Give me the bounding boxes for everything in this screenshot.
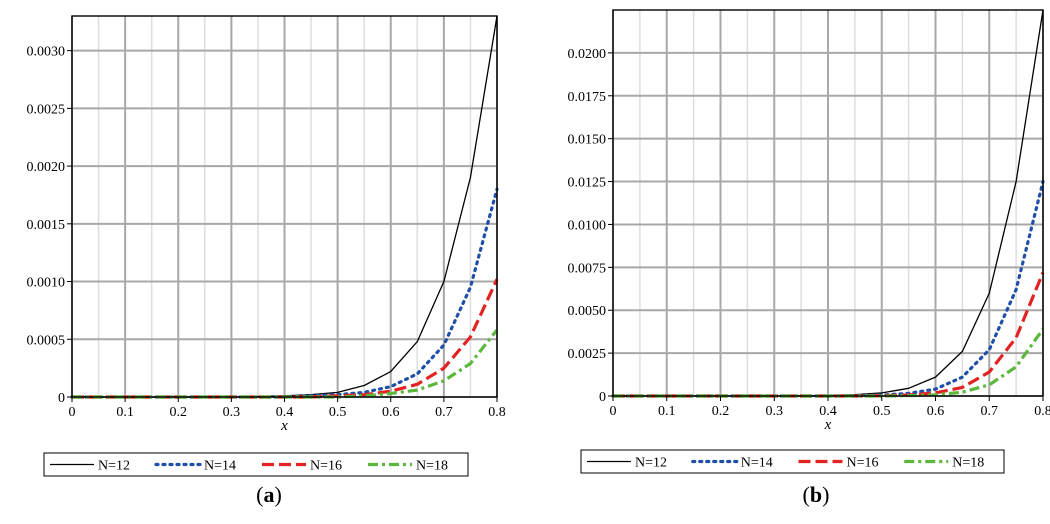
y-tick-label: 0.0100 <box>568 218 607 233</box>
legend-label: N=18 <box>416 459 448 474</box>
legend-label: N=16 <box>310 459 342 474</box>
x-axis-label: x <box>824 417 832 433</box>
legend-label: N=16 <box>847 456 879 471</box>
legend-label: N=18 <box>952 456 984 471</box>
x-tick-label: 0.4 <box>276 405 294 420</box>
x-axis-label: x <box>280 418 288 434</box>
legend-label: N=14 <box>204 459 236 474</box>
x-tick-label: 0.1 <box>658 404 676 419</box>
legend-label: N=14 <box>741 456 773 471</box>
x-tick-label: 0.5 <box>873 404 891 419</box>
x-tick-label: 0.3 <box>223 405 241 420</box>
y-tick-label: 0.0020 <box>27 160 66 175</box>
y-tick-label: 0 <box>58 391 65 406</box>
y-tick-label: 0.0125 <box>568 176 607 191</box>
legend-label: N=12 <box>98 459 130 474</box>
x-tick-label: 0.6 <box>382 405 400 420</box>
panel-caption: (a) <box>256 482 282 507</box>
legend-box <box>580 449 1005 474</box>
y-tick-label: 0.0025 <box>568 347 607 362</box>
legend: N=12 N=14 N=16 N=18 <box>580 449 1005 474</box>
x-tick-label: 0.7 <box>435 405 453 420</box>
y-tick-label: 0.0200 <box>568 47 607 62</box>
y-tick-label: 0.0075 <box>568 261 607 276</box>
x-tick-label: 0.2 <box>712 404 730 419</box>
y-tick-label: 0.0030 <box>27 45 66 60</box>
y-tick-label: 0.0050 <box>568 304 607 319</box>
y-tick-label: 0.0005 <box>27 333 66 348</box>
x-tick-label: 0 <box>69 405 76 420</box>
y-tick-label: 0.0175 <box>568 90 607 105</box>
x-tick-label: 0.1 <box>116 405 134 420</box>
chart-panel-a: 0 0.1 0.2 0.3 0.4 0.5 0.6 0.7 0.8 0 0.0005 0.0010 0.… <box>27 15 506 507</box>
x-tick-label: 0.8 <box>488 405 506 420</box>
chart-panel-b: 0 0.1 0.2 0.3 0.4 0.5 0.6 0.7 0.8 0 0.0025 0.0050 0.… <box>568 9 1050 507</box>
y-tick-label: 0.0025 <box>27 102 66 117</box>
x-tick-label: 0.5 <box>329 405 347 420</box>
x-tick-label: 0.3 <box>766 404 784 419</box>
legend-box <box>43 452 469 477</box>
y-tick-label: 0.0150 <box>568 133 607 148</box>
x-tick-label: 0.6 <box>927 404 945 419</box>
legend: N=12 N=14 N=16 N=18 <box>43 452 469 477</box>
x-tick-label: 0.4 <box>819 404 837 419</box>
x-tick-label: 0 <box>610 404 617 419</box>
x-tick-label: 0.7 <box>981 404 999 419</box>
y-tick-label: 0 <box>599 390 606 405</box>
x-tick-label: 0.2 <box>170 405 188 420</box>
panel-caption: (b) <box>803 482 830 507</box>
x-tick-label: 0.8 <box>1034 404 1050 419</box>
legend-label: N=12 <box>635 456 667 471</box>
y-tick-label: 0.0015 <box>27 218 66 233</box>
y-tick-label: 0.0010 <box>27 276 66 291</box>
